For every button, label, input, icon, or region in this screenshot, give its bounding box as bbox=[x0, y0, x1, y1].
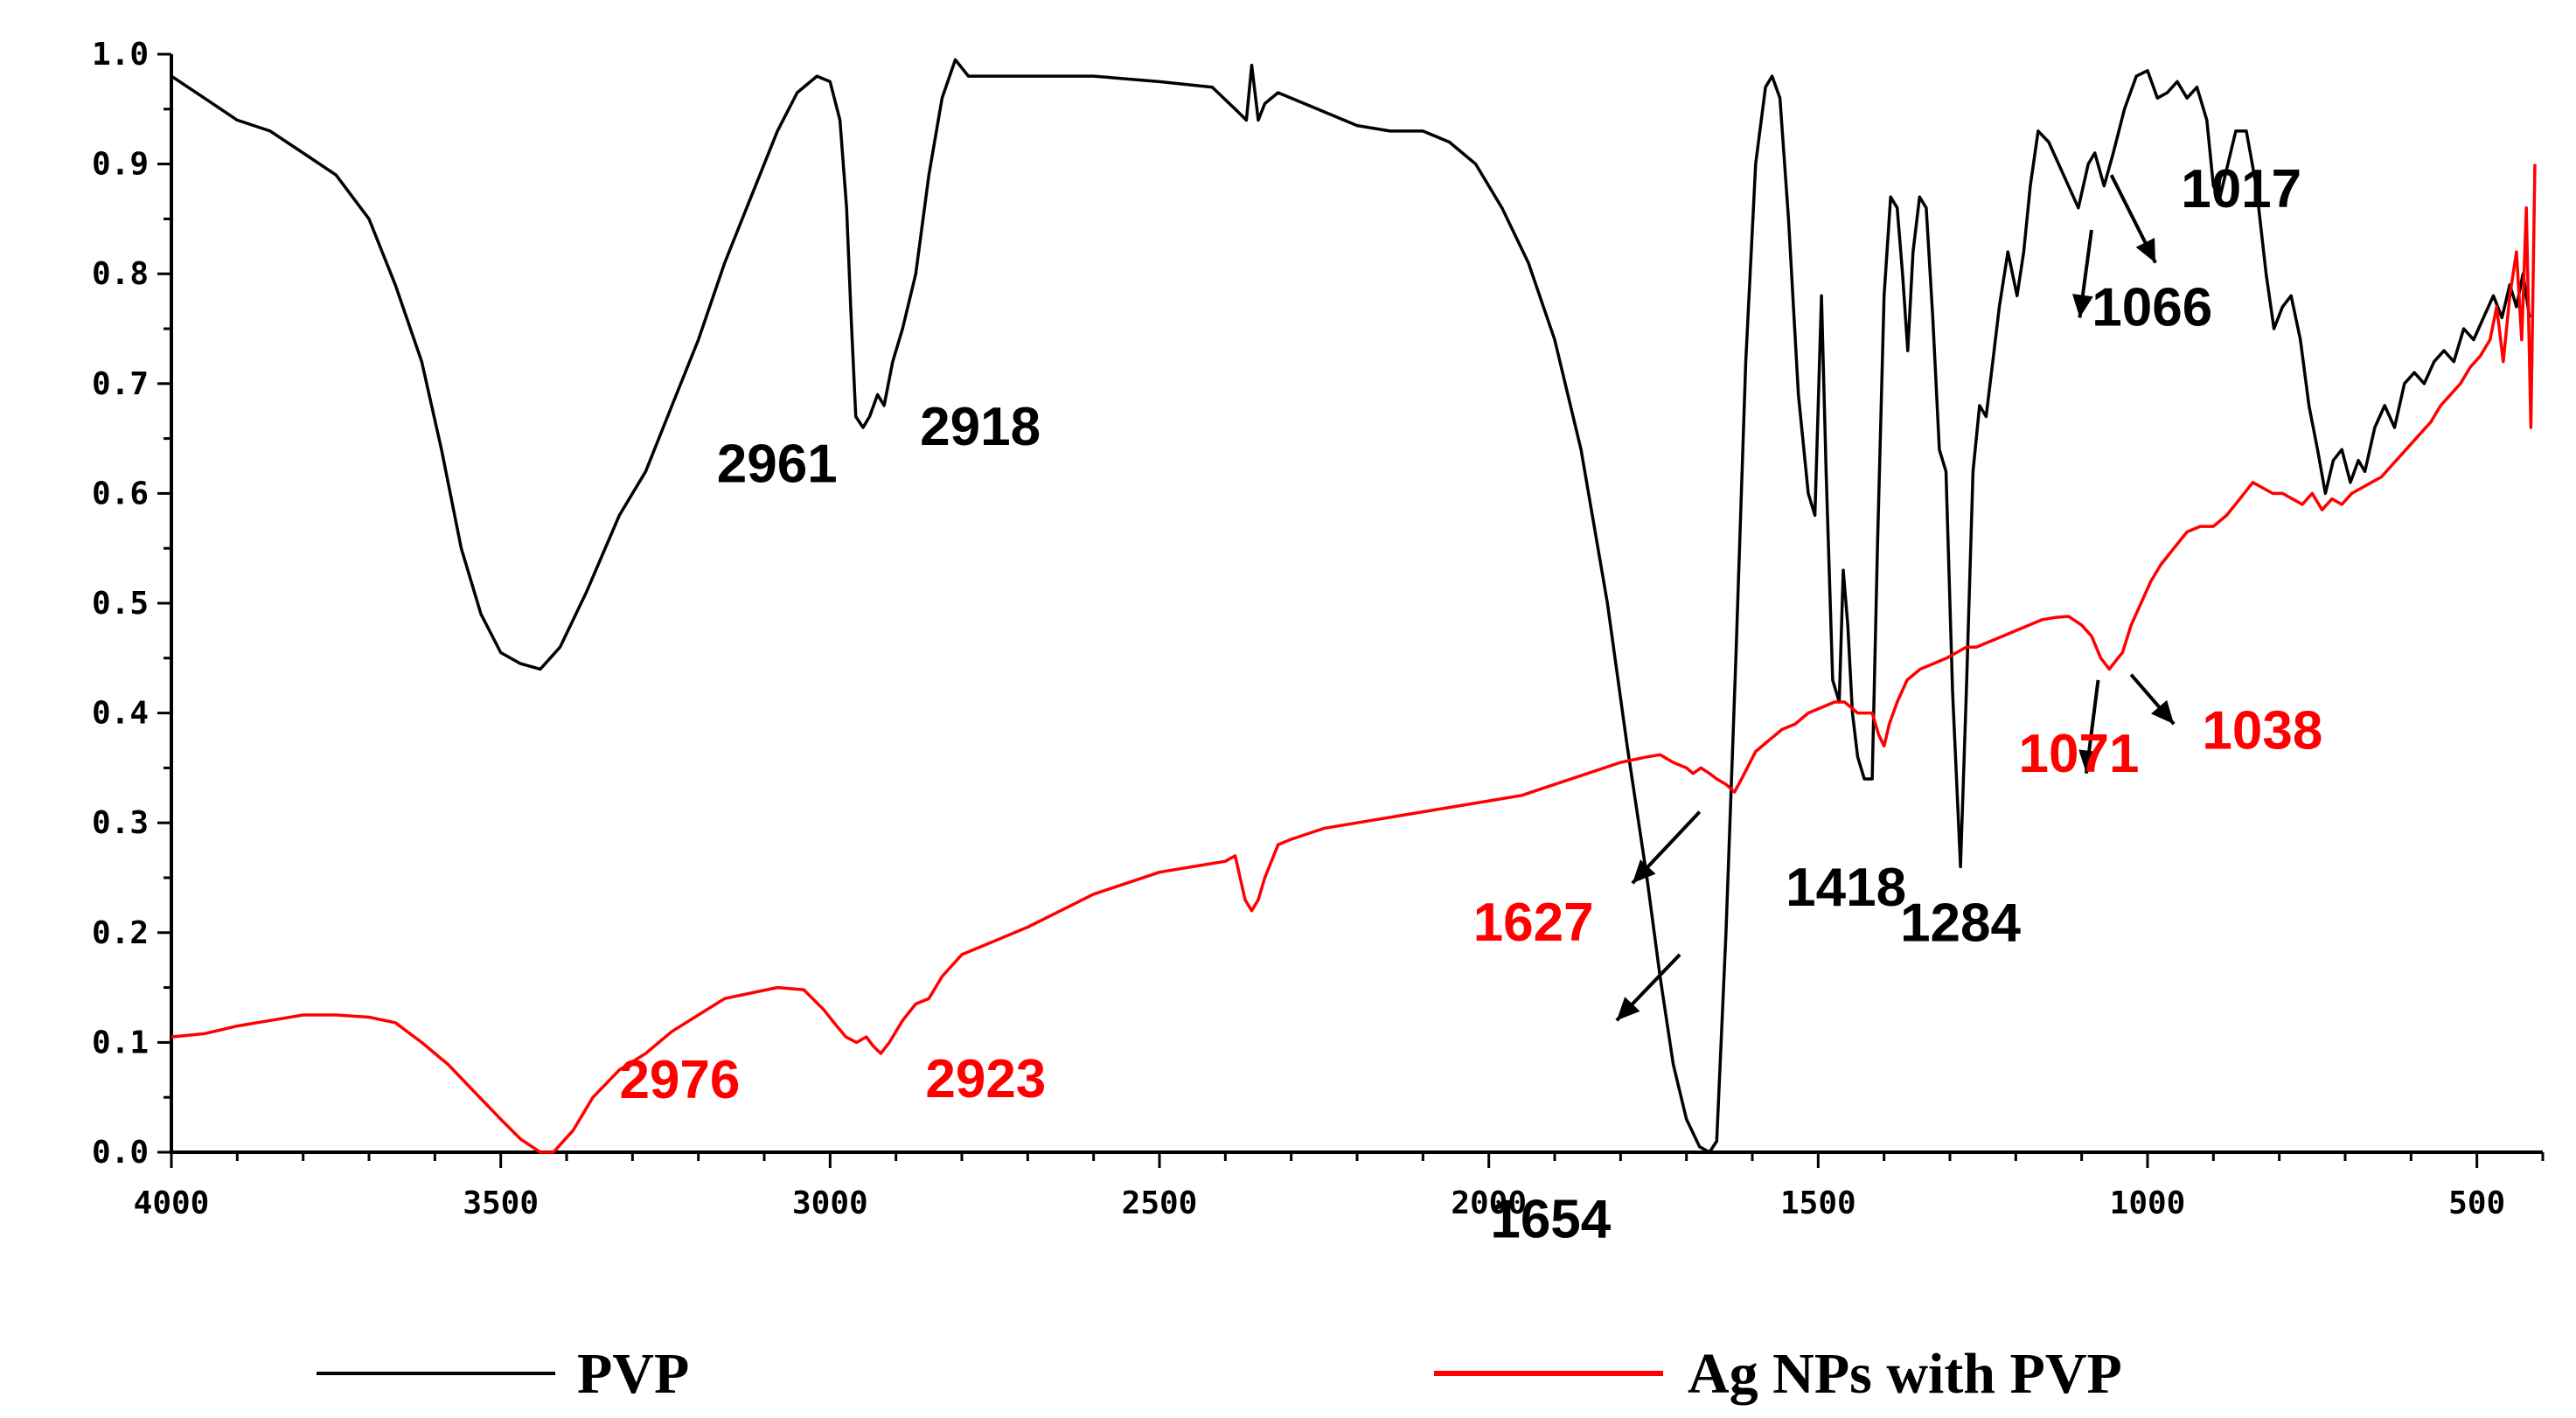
y-tick-label: 0.3 bbox=[92, 805, 149, 841]
peak-label: 1038 bbox=[2202, 701, 2322, 761]
annotation-arrow-head bbox=[2078, 749, 2100, 774]
y-tick-label: 0.8 bbox=[92, 256, 149, 292]
annotation-arrow-head bbox=[2151, 699, 2175, 725]
x-tick-label: 3500 bbox=[463, 1185, 539, 1221]
y-tick-label: 0.7 bbox=[92, 366, 149, 402]
x-tick-label: 4000 bbox=[134, 1185, 210, 1221]
x-tick-label: 2500 bbox=[1122, 1185, 1198, 1221]
annotation-arrow-head bbox=[1616, 997, 1640, 1021]
peak-label: 1284 bbox=[1900, 893, 2021, 953]
x-tick-label: 500 bbox=[2448, 1185, 2505, 1221]
y-tick-label: 0.9 bbox=[92, 147, 149, 183]
annotation-arrow-head bbox=[1632, 859, 1656, 884]
peak-label: 2918 bbox=[920, 397, 1041, 457]
x-tick-label: 2000 bbox=[1451, 1185, 1527, 1221]
y-tick-label: 0.5 bbox=[92, 586, 149, 622]
annotation-arrow-head bbox=[2072, 294, 2093, 318]
legend-label-pvp: PVP bbox=[577, 1342, 689, 1406]
y-tick-label: 0.2 bbox=[92, 915, 149, 951]
peak-label: 1071 bbox=[2019, 724, 2140, 784]
y-tick-label: 0.4 bbox=[92, 696, 149, 732]
y-tick-label: 0.1 bbox=[92, 1025, 149, 1060]
x-tick-label: 1000 bbox=[2110, 1185, 2186, 1221]
series-line-ag-nps-with-pvp bbox=[171, 163, 2537, 1154]
y-tick-label: 1.0 bbox=[92, 37, 149, 73]
series-line-pvp bbox=[171, 58, 2531, 1154]
peak-label: 1627 bbox=[1473, 893, 1594, 953]
peak-label: 1066 bbox=[2092, 278, 2212, 338]
y-tick-label: 0.0 bbox=[92, 1135, 149, 1171]
legend-label-ag-nps-with-pvp: Ag NPs with PVP bbox=[1688, 1342, 2122, 1406]
x-tick-label: 3000 bbox=[792, 1185, 868, 1221]
peak-label: 2976 bbox=[619, 1050, 740, 1110]
peak-label: 2923 bbox=[925, 1049, 1046, 1109]
peak-label: 1017 bbox=[2181, 159, 2301, 219]
peak-label: 2961 bbox=[717, 434, 838, 494]
x-tick-label: 1500 bbox=[1780, 1185, 1856, 1221]
peak-label: 1654 bbox=[1490, 1189, 1611, 1249]
peak-label: 1418 bbox=[1786, 858, 1906, 918]
legend: PVP Ag NPs with PVP bbox=[317, 1342, 2122, 1406]
y-tick-label: 0.6 bbox=[92, 476, 149, 511]
axes: 0.0 0.1 0.2 0.3 0.4 0.5 0.6 0.7 0.8 0.9 1.0 4000 350… bbox=[92, 37, 2545, 1221]
series-layer bbox=[171, 58, 2537, 1154]
annotation-arrow-head bbox=[2135, 238, 2155, 263]
